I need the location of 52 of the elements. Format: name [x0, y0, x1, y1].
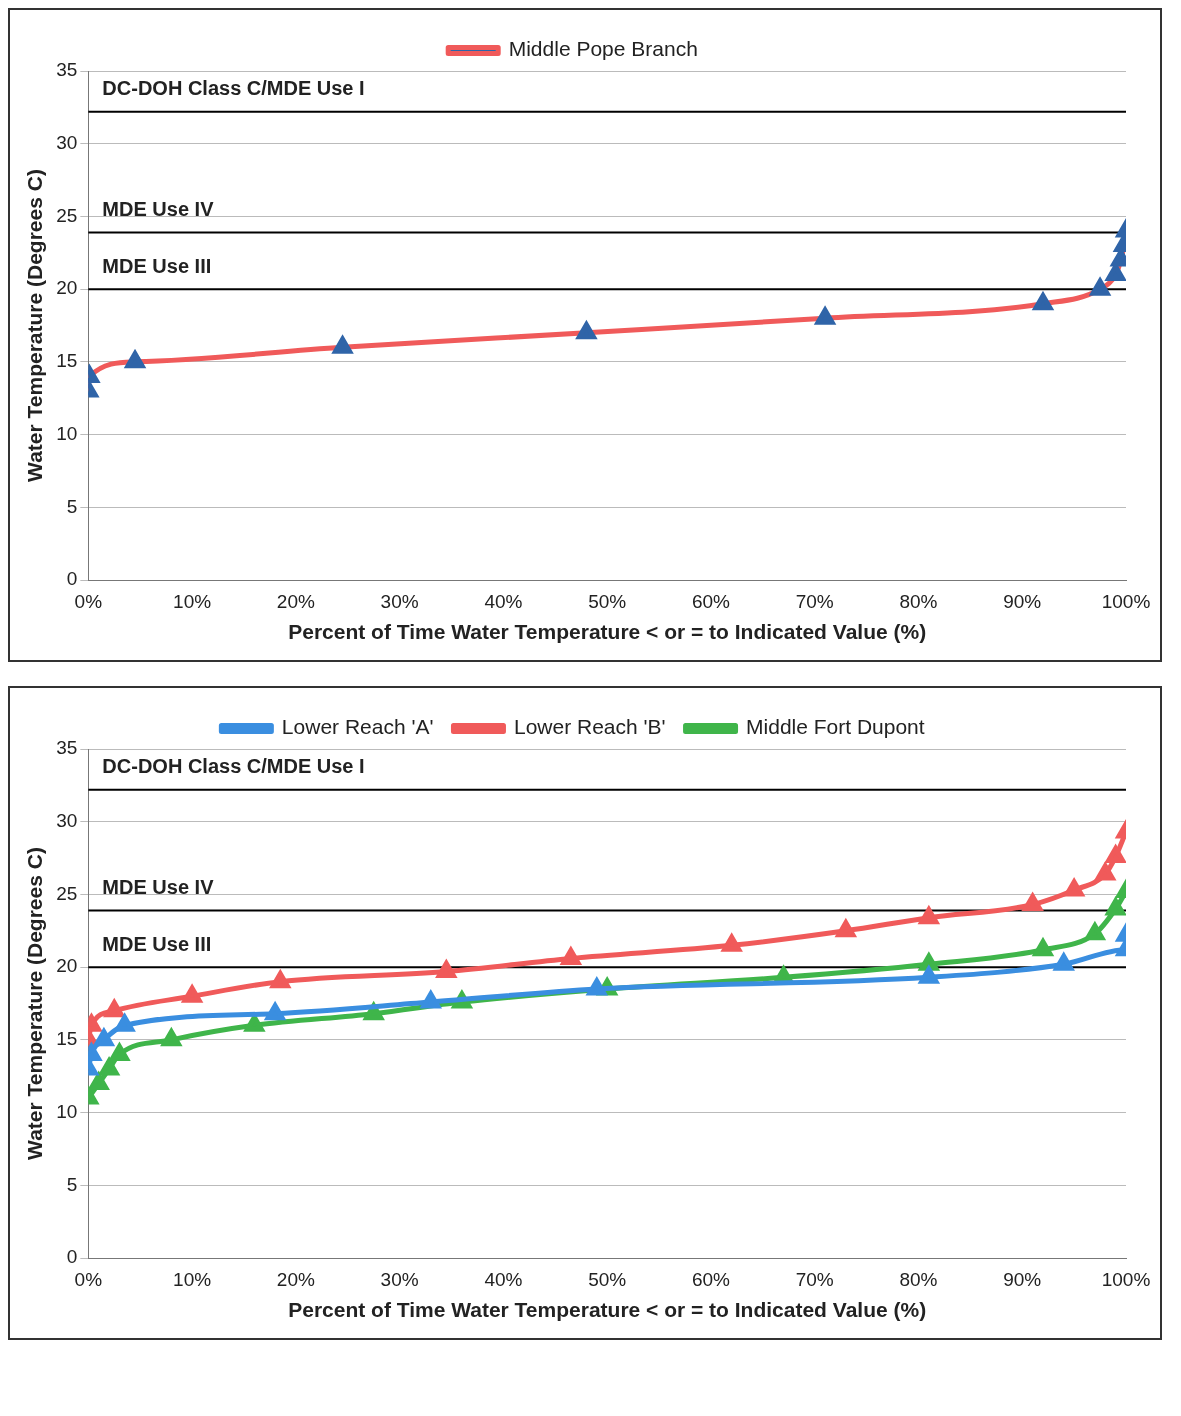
x-tick-label: 70% [795, 1268, 834, 1290]
x-tick-label: 30% [380, 1268, 419, 1290]
legend-label: Lower Reach 'A' [281, 715, 434, 739]
x-tick-label: 30% [380, 590, 419, 612]
x-tick-label: 90% [1003, 590, 1042, 612]
y-tick-label: 10 [56, 1100, 78, 1122]
x-tick-label: 100% [1101, 590, 1151, 612]
y-tick-label: 0 [66, 1246, 78, 1268]
y-tick-label: 25 [56, 882, 78, 904]
y-tick-label: 0 [66, 568, 78, 590]
y-tick-label: 5 [66, 495, 78, 517]
x-tick-label: 60% [691, 1268, 731, 1290]
x-tick-label: 20% [276, 590, 315, 612]
x-tick-label: 10% [173, 590, 212, 612]
x-axis-title: Percent of Time Water Temperature < or = to Indicated Value (%) [288, 620, 927, 644]
y-tick-label: 15 [56, 1028, 78, 1050]
y-tick-label: 20 [56, 955, 78, 977]
ref-line-label: MDE Use IV [102, 197, 215, 220]
ref-line-label: DC-DOH Class C/MDE Use I [102, 755, 365, 778]
x-tick-label: 50% [588, 1268, 627, 1290]
legend-label: Lower Reach 'B' [513, 715, 666, 739]
x-tick-label: 10% [173, 1268, 212, 1290]
x-tick-label: 0% [74, 1268, 103, 1290]
x-tick-label: 40% [484, 1268, 523, 1290]
x-tick-label: 50% [588, 590, 627, 612]
y-axis-title: Water Temperature (Degrees C) [23, 847, 47, 1160]
ref-line-label: MDE Use IV [102, 875, 215, 898]
y-tick-label: 30 [56, 809, 78, 831]
x-tick-label: 100% [1101, 1268, 1151, 1290]
x-tick-label: 80% [899, 590, 938, 612]
x-tick-label: 60% [691, 590, 731, 612]
x-tick-label: 70% [795, 590, 834, 612]
y-tick-label: 35 [56, 737, 78, 759]
x-tick-label: 40% [484, 590, 523, 612]
x-tick-label: 80% [899, 1268, 938, 1290]
x-axis-title: Percent of Time Water Temperature < or = to Indicated Value (%) [288, 1298, 927, 1322]
y-tick-label: 25 [56, 204, 78, 226]
x-tick-label: 90% [1003, 1268, 1042, 1290]
y-tick-label: 20 [56, 277, 78, 299]
ref-line-label: MDE Use III [102, 254, 212, 277]
y-tick-label: 15 [56, 350, 78, 372]
x-tick-label: 0% [74, 590, 103, 612]
y-axis-title: Water Temperature (Degrees C) [23, 169, 47, 482]
y-tick-label: 35 [56, 59, 78, 81]
y-tick-label: 30 [56, 131, 78, 153]
ref-line-label: MDE Use III [102, 932, 212, 955]
y-tick-label: 5 [66, 1173, 78, 1195]
ref-line-label: DC-DOH Class C/MDE Use I [102, 77, 365, 100]
y-tick-label: 10 [56, 422, 78, 444]
legend-label: Middle Fort Dupont [746, 715, 925, 739]
x-tick-label: 20% [276, 1268, 315, 1290]
legend-label: Middle Pope Branch [508, 37, 698, 61]
